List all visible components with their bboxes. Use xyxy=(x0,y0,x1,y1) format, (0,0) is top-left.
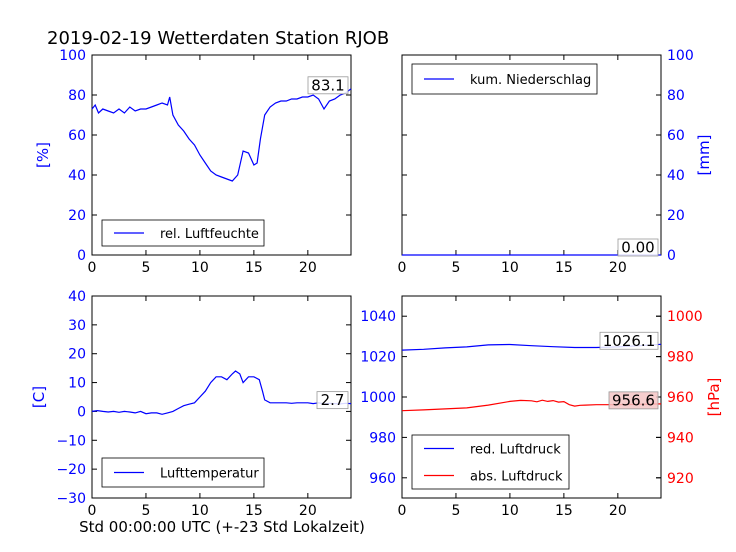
y-tick-label-right: 920 xyxy=(667,471,694,487)
figure-title: 2019-02-19 Wetterdaten Station RJOB xyxy=(47,28,389,49)
panel-temperature: 0 5 10 15 20 −30 −20 −10 0 10 20 30 40 [C] 2.7 Lufttemp… xyxy=(30,289,352,519)
panel-precipitation: 0 5 10 15 20 0 20 40 60 80 100 [mm] 0.00 kum. Nieders… xyxy=(398,48,713,276)
last-value-label: 1026.1 xyxy=(603,332,656,350)
x-tick-label: 15 xyxy=(555,503,573,519)
last-value-box xyxy=(599,331,659,350)
legend-entry: red. Luftdruck xyxy=(470,443,561,458)
y-tick-label: 0 xyxy=(77,248,86,264)
x-tick-label: 20 xyxy=(299,260,317,276)
last-value-box xyxy=(617,238,659,257)
x-tick-label: 0 xyxy=(398,260,407,276)
y-tick-label: 80 xyxy=(68,88,86,104)
y-tick-label-right: 80 xyxy=(667,88,685,104)
y-tick-label: −30 xyxy=(56,491,86,507)
y-tick-label: 60 xyxy=(68,128,86,144)
y-tick-label-right: 40 xyxy=(667,168,685,184)
y-axis-label: [%] xyxy=(34,142,52,168)
panel-humidity: 0 5 10 15 20 0 20 40 60 80 100 [%] 83.1 rel. Luftfeuc… xyxy=(34,48,352,276)
y-tick-label: 0 xyxy=(77,404,86,420)
y-tick-label-right: 960 xyxy=(667,390,694,406)
y-tick-label-right: 0 xyxy=(667,248,676,264)
x-tick-label: 20 xyxy=(609,503,627,519)
y-tick-label: 980 xyxy=(369,430,396,446)
last-value-label: 2.7 xyxy=(321,391,345,409)
y-tick-label: −20 xyxy=(56,462,86,478)
y-tick-label: 20 xyxy=(68,208,86,224)
series-line-rel-luftfeuchte xyxy=(91,88,352,182)
x-tick-label: 20 xyxy=(609,260,627,276)
y-tick-label: 40 xyxy=(68,168,86,184)
x-tick-label: 10 xyxy=(501,503,519,519)
y-tick-label: 20 xyxy=(68,347,86,363)
axes-frame xyxy=(91,295,352,499)
last-value-box xyxy=(608,391,659,410)
last-value-label: 83.1 xyxy=(311,76,344,94)
y-tick-label: 30 xyxy=(68,318,86,334)
x-tick-label: 0 xyxy=(88,260,97,276)
y-tick-label-right: 20 xyxy=(667,208,685,224)
legend: red. Luftdruck abs. Luftdruck xyxy=(411,434,570,490)
y-tick-label: 100 xyxy=(59,48,86,64)
y-axis-label: [hPa] xyxy=(705,378,723,417)
x-tick-label: 5 xyxy=(141,503,150,519)
y-axis-label: [mm] xyxy=(695,135,713,176)
legend-entry: rel. Luftfeuchte xyxy=(160,227,259,242)
y-tick-label: 1040 xyxy=(360,309,396,325)
y-tick-label-right: 1000 xyxy=(667,309,703,325)
x-tick-label: 10 xyxy=(501,260,519,276)
legend-frame xyxy=(411,434,570,490)
legend: rel. Luftfeuchte xyxy=(101,219,265,247)
x-tick-label: 15 xyxy=(555,260,573,276)
y-tick-label-right: 100 xyxy=(667,48,694,64)
x-tick-label: 0 xyxy=(398,503,407,519)
y-tick-label: 10 xyxy=(68,376,86,392)
panel-pressure: 0 5 10 15 20 960 980 1000 1020 1040 920 940 960 980 10… xyxy=(360,295,723,519)
legend-entry: kum. Niederschlag xyxy=(470,73,591,88)
x-tick-label: 10 xyxy=(191,260,209,276)
series-line-abs-luftdruck xyxy=(401,399,662,412)
x-tick-label: 5 xyxy=(141,260,150,276)
y-tick-label: 1000 xyxy=(360,390,396,406)
legend: kum. Niederschlag xyxy=(411,63,598,95)
last-value-box xyxy=(316,391,349,410)
axes-frame xyxy=(91,54,352,256)
last-value-box xyxy=(307,76,349,95)
x-tick-label: 0 xyxy=(88,503,97,519)
y-tick-label-right: 940 xyxy=(667,430,694,446)
last-value-label: 0.00 xyxy=(621,239,654,257)
x-tick-label: 15 xyxy=(245,260,263,276)
legend-entry: abs. Luftdruck xyxy=(470,470,563,485)
y-tick-label: 40 xyxy=(68,289,86,305)
y-tick-label: −10 xyxy=(56,433,86,449)
y-tick-label-right: 60 xyxy=(667,128,685,144)
shared-x-axis-label: Std 00:00:00 UTC (+-23 Std Lokalzeit) xyxy=(79,518,365,536)
x-tick-label: 20 xyxy=(299,503,317,519)
legend: Lufttemperatur xyxy=(101,457,265,488)
x-tick-label: 10 xyxy=(191,503,209,519)
x-tick-label: 5 xyxy=(451,260,460,276)
y-tick-label: 1020 xyxy=(360,350,396,366)
y-tick-label: 960 xyxy=(369,471,396,487)
x-tick-label: 15 xyxy=(245,503,263,519)
y-axis-label: [C] xyxy=(30,386,48,408)
x-tick-label: 5 xyxy=(451,503,460,519)
series-line-lufttemperatur xyxy=(91,370,352,415)
last-value-label: 956.6 xyxy=(612,391,655,409)
y-tick-label-right: 980 xyxy=(667,350,694,366)
legend-entry: Lufttemperatur xyxy=(160,467,259,482)
